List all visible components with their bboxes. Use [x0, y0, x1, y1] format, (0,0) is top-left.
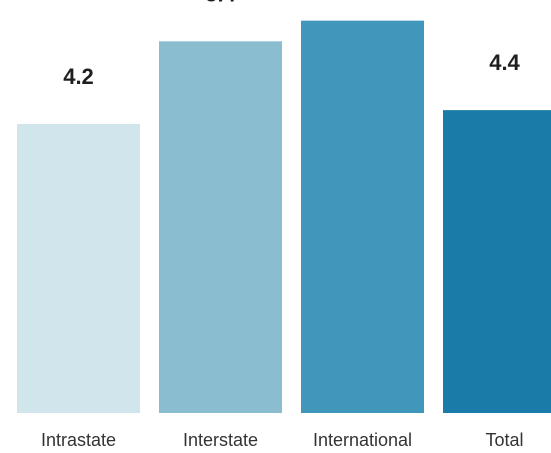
x-tick-labels-group: Intrastate Interstate International Total [41, 430, 524, 450]
data-label-interstate: 5.4 [205, 0, 236, 6]
bars-group [17, 20, 551, 414]
data-label-intrastate: 4.2 [63, 64, 94, 89]
x-tick-label-intrastate: Intrastate [41, 430, 116, 450]
bar-international [301, 20, 424, 414]
x-tick-label-international: International [313, 430, 412, 450]
bar-interstate [159, 41, 282, 414]
data-label-total: 4.4 [489, 50, 520, 75]
bar-total [443, 110, 551, 413]
bar-intrastate [17, 123, 140, 414]
x-tick-label-total: Total [485, 430, 523, 450]
x-tick-label-interstate: Interstate [183, 430, 258, 450]
value-labels-group: 4.25.45.74.4 [63, 0, 520, 89]
